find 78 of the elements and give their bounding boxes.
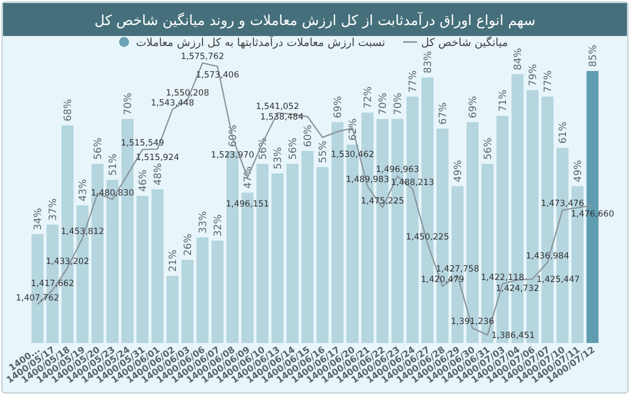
- bar: [272, 173, 284, 343]
- data-label: 1,425,447: [536, 274, 580, 285]
- data-label: 77%: [543, 70, 554, 93]
- data-label: 1,496,963: [376, 165, 420, 176]
- data-label: 72%: [363, 86, 374, 109]
- bar: [182, 260, 194, 343]
- data-label: 1,530,462: [330, 150, 374, 160]
- data-label: 69%: [468, 96, 479, 118]
- data-label: 26%: [183, 234, 194, 256]
- data-label: 1,515,549: [120, 138, 164, 149]
- data-label: 37%: [48, 198, 59, 221]
- data-label: 70%: [393, 92, 404, 115]
- data-label: 67%: [438, 102, 449, 125]
- bar: [166, 276, 178, 343]
- data-label: 56%: [483, 138, 494, 160]
- legend-label: میانگین شاخص کل: [421, 36, 508, 49]
- data-label: 1,433,202: [46, 256, 90, 267]
- data-label: 1,417,662: [30, 279, 74, 290]
- data-label: 70%: [378, 92, 389, 115]
- data-label: 1,550,208: [166, 88, 210, 99]
- data-label: 83%: [423, 51, 434, 74]
- bar: [302, 151, 314, 343]
- data-label: 77%: [408, 70, 419, 93]
- data-label: 21%: [168, 250, 179, 272]
- data-label: 70%: [123, 92, 134, 115]
- data-label: 61%: [558, 122, 569, 144]
- bar: [152, 189, 164, 343]
- data-label: 1,538,484: [260, 112, 304, 123]
- data-label: 51%: [108, 154, 119, 176]
- data-label: 1,450,225: [406, 232, 450, 242]
- data-label: 55%: [318, 140, 329, 163]
- bar: [196, 237, 208, 343]
- data-label: 85%: [588, 44, 599, 67]
- data-label: 69%: [333, 96, 344, 118]
- data-label: 1,541,052: [256, 102, 300, 112]
- data-label: 43%: [78, 179, 89, 202]
- data-label: 1,420,479: [420, 275, 464, 286]
- data-label: 53%: [273, 147, 284, 170]
- data-label: 49%: [453, 160, 464, 182]
- data-label: 1,453,812: [60, 227, 104, 238]
- data-label: 1,391,236: [450, 317, 494, 328]
- data-label: 71%: [498, 90, 509, 112]
- data-label: 68%: [63, 99, 74, 122]
- data-label: 1,476,660: [570, 209, 614, 220]
- data-label: 1,427,758: [436, 264, 480, 275]
- data-label: 1,386,451: [491, 331, 535, 341]
- data-label: 49%: [573, 160, 584, 182]
- data-label: 48%: [153, 163, 164, 186]
- data-label: 1,515,924: [136, 152, 180, 163]
- bar: [316, 167, 328, 343]
- data-label: 34%: [33, 208, 44, 230]
- data-label: 84%: [513, 48, 524, 70]
- data-label: 33%: [198, 211, 209, 234]
- data-label: 60%: [303, 124, 314, 147]
- data-label: 1,422,118: [480, 272, 524, 283]
- data-label: 1,407,762: [16, 293, 60, 304]
- data-label: 1,523,970: [210, 150, 254, 160]
- data-label: 1,573,406: [196, 70, 240, 80]
- data-label: 32%: [213, 214, 224, 237]
- chart-title: سهم انواع اوراق درآمدثابت از کل ارزش معاملات و روند میانگین شاخص کل: [94, 11, 536, 29]
- data-label: 56%: [93, 138, 104, 160]
- data-label: 46%: [138, 170, 149, 192]
- data-label: 1,496,151: [226, 199, 270, 210]
- bar: [286, 164, 298, 343]
- data-label: 1,543,448: [150, 98, 194, 108]
- data-label: 56%: [288, 138, 299, 160]
- data-label: 1,575,762: [180, 52, 224, 62]
- data-label: 1,488,213: [390, 178, 434, 188]
- data-label: 79%: [528, 64, 539, 86]
- data-label: 1,436,984: [526, 251, 570, 262]
- data-label: 1,424,732: [496, 284, 540, 294]
- data-label: 1,475,225: [360, 196, 404, 206]
- bar: [136, 196, 148, 343]
- data-label: 1,473,476: [540, 198, 584, 209]
- bar: [212, 240, 224, 343]
- data-label: 1,489,983: [346, 175, 390, 186]
- data-label: 1,480,830: [90, 188, 134, 198]
- legend-label: نسبت ارزش معاملات درآمدثابتها به کل ارزش معاملات: [136, 35, 386, 49]
